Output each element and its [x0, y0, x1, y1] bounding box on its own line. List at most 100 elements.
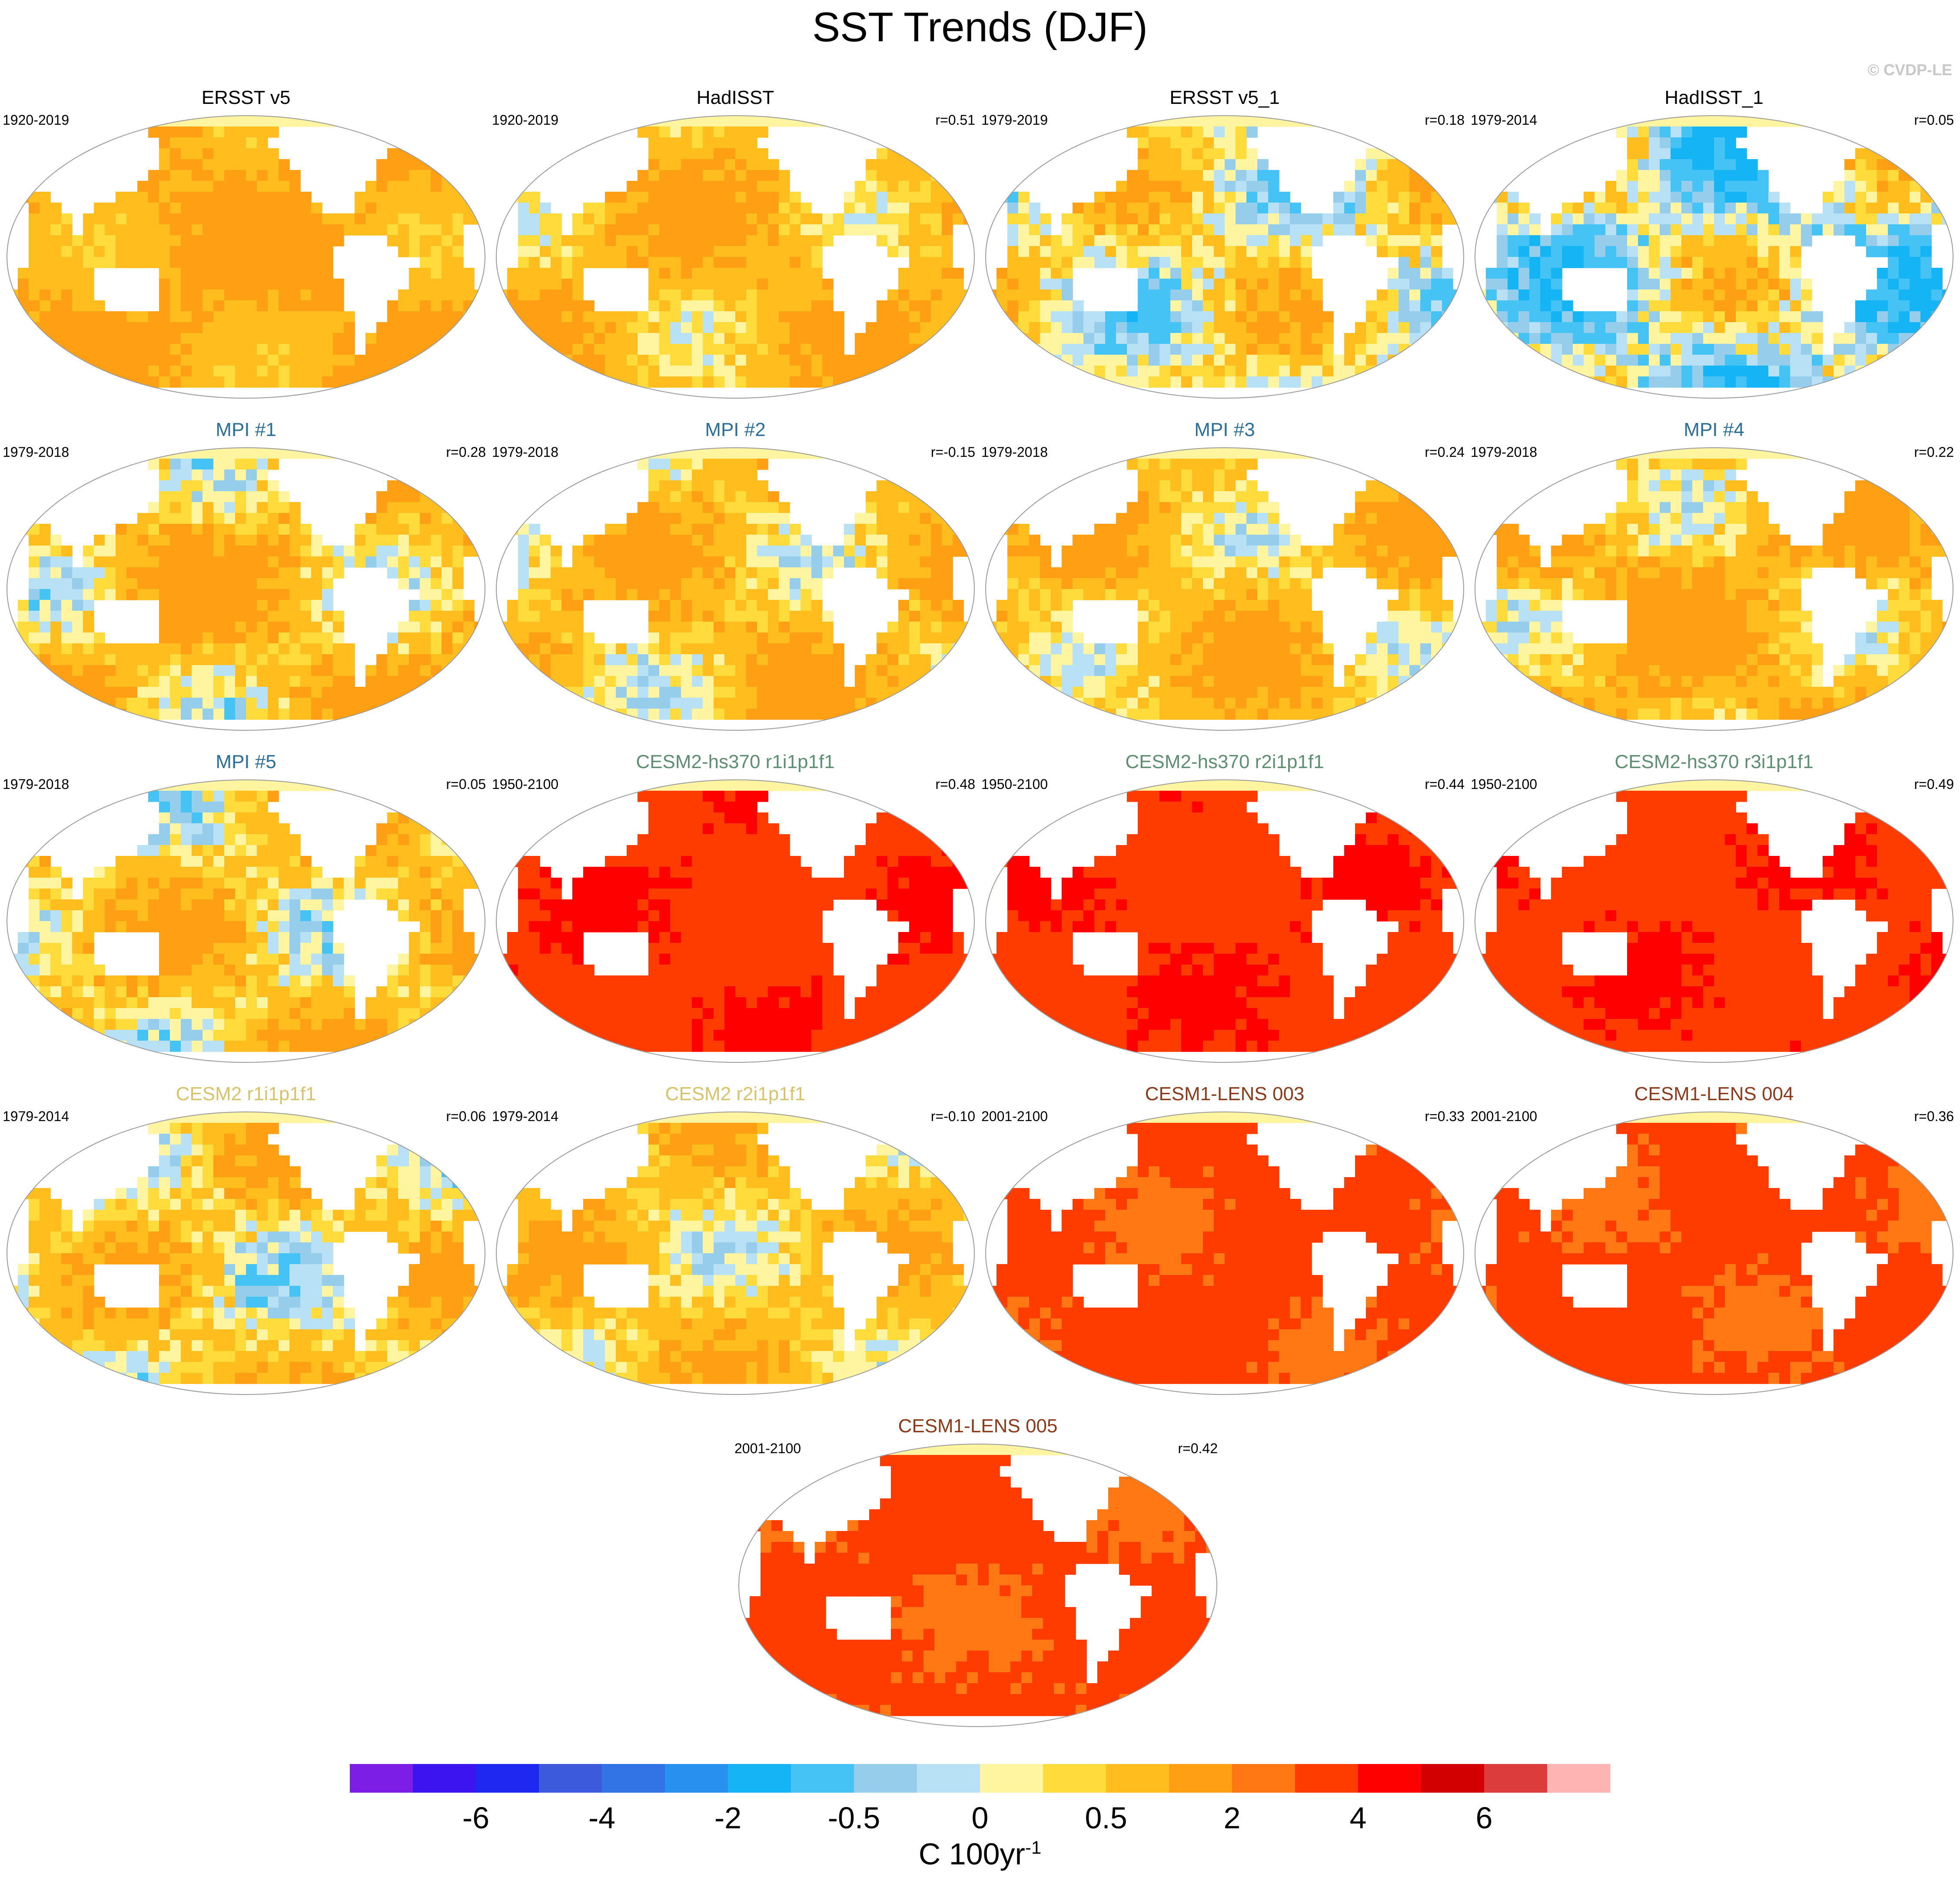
sst-cell: [224, 333, 236, 344]
sst-cell: [398, 224, 409, 236]
sst-cell: [1790, 376, 1801, 388]
sst-cell: [213, 469, 225, 481]
sst-cell: [1931, 126, 1943, 138]
sst-cell: [757, 344, 768, 355]
sst-cell: [1442, 366, 1453, 377]
sst-cell: [1910, 181, 1921, 192]
sst-cell: [638, 643, 649, 655]
sst-cell: [137, 257, 149, 268]
sst-cell: [909, 524, 920, 535]
sst-cell: [670, 311, 681, 323]
sst-cell: [616, 546, 627, 557]
sst-cell: [963, 300, 974, 312]
sst-cell: [116, 235, 127, 246]
sst-cell: [703, 279, 714, 290]
sst-cell: [1073, 300, 1084, 312]
sst-cell: [170, 611, 181, 622]
sst-cell: [703, 459, 714, 470]
sst-cell: [387, 502, 399, 513]
sst-cell: [898, 290, 910, 301]
sst-cell: [246, 300, 257, 312]
sst-cell: [877, 159, 888, 170]
sst-cell: [1105, 355, 1116, 366]
sst-cell: [811, 311, 823, 323]
sst-cell: [126, 203, 138, 214]
sst-cell: [1170, 116, 1182, 127]
sst-cell: [1562, 213, 1573, 225]
sst-cell: [627, 203, 638, 214]
sst-cell: [1322, 376, 1334, 388]
sst-cell: [953, 137, 964, 149]
sst-cell: [72, 632, 83, 644]
sst-cell: [257, 491, 268, 503]
sst-cell: [583, 355, 595, 366]
sst-cell: [322, 643, 333, 655]
sst-cell: [735, 556, 747, 568]
sst-cell: [703, 126, 714, 138]
sst-cell: [1877, 159, 1888, 170]
sst-cell: [29, 676, 40, 687]
sst-cell: [724, 567, 736, 579]
sst-cell: [116, 192, 127, 203]
sst-cell: [1529, 355, 1541, 366]
sst-cell: [507, 116, 518, 127]
sst-cell: [1116, 246, 1127, 257]
sst-cell: [1627, 224, 1638, 236]
sst-cell: [583, 556, 595, 568]
sst-cell: [116, 643, 127, 655]
sst-cell: [1703, 257, 1714, 268]
sst-cell: [572, 290, 584, 301]
sst-cell: [1268, 290, 1279, 301]
sst-cell: [659, 290, 671, 301]
sst-cell: [1888, 311, 1899, 323]
sst-cell: [1931, 116, 1943, 127]
sst-cell: [811, 246, 823, 257]
sst-cell: [420, 170, 431, 181]
sst-cell: [909, 268, 920, 279]
sst-cell: [1279, 224, 1290, 236]
sst-cell: [442, 687, 453, 698]
sst-cell: [1301, 300, 1312, 312]
sst-cell: [779, 578, 790, 589]
sst-cell: [1181, 235, 1193, 246]
sst-cell: [801, 611, 812, 622]
sst-cell: [1508, 257, 1519, 268]
sst-cell: [333, 224, 344, 236]
sst-cell: [583, 257, 595, 268]
sst-cell: [1714, 376, 1725, 388]
sst-cell: [1420, 224, 1432, 236]
sst-cell: [1355, 355, 1366, 366]
sst-cell: [920, 355, 931, 366]
sst-cell: [746, 322, 757, 333]
sst-cell: [1692, 257, 1704, 268]
sst-cell: [953, 376, 964, 388]
sst-cell: [40, 589, 51, 600]
sst-cell: [181, 676, 192, 687]
sst-cell: [648, 491, 660, 503]
sst-cell: [953, 524, 964, 535]
sst-cell: [1529, 300, 1541, 312]
sst-cell: [811, 344, 823, 355]
sst-cell: [289, 600, 301, 611]
sst-cell: [855, 213, 866, 225]
sst-cell: [898, 213, 910, 225]
sst-cell: [474, 687, 485, 698]
sst-cell: [300, 578, 312, 589]
sst-cell: [1236, 322, 1247, 333]
sst-cell: [898, 224, 910, 236]
sst-cell: [61, 567, 73, 579]
sst-cell: [224, 480, 236, 492]
sst-cell: [29, 300, 40, 312]
sst-cell: [822, 632, 834, 644]
sst-cell: [105, 246, 116, 257]
sst-cell: [203, 665, 214, 676]
sst-cell: [159, 148, 170, 160]
sst-cell: [1029, 116, 1040, 127]
sst-cell: [801, 366, 812, 377]
sst-cell: [659, 322, 671, 333]
sst-cell: [779, 589, 790, 600]
sst-cell: [257, 300, 268, 312]
sst-cell: [1029, 322, 1040, 333]
sst-cell: [768, 170, 779, 181]
sst-cell: [1638, 159, 1649, 170]
